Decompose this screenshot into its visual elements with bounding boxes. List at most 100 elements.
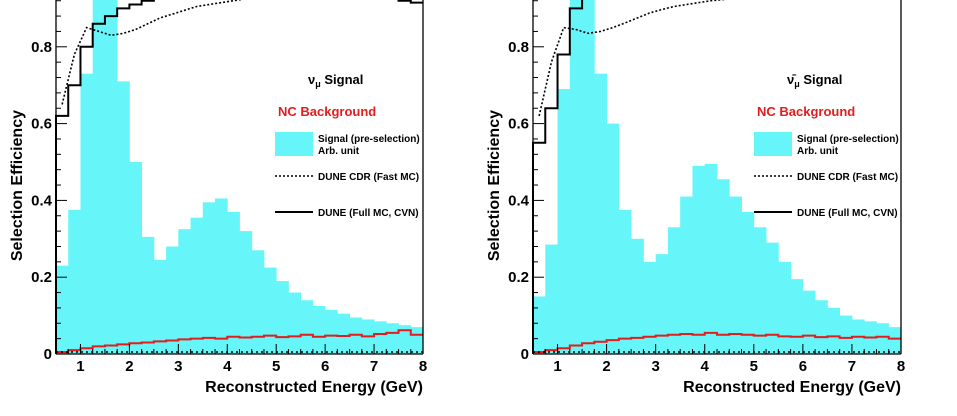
chart-panel-1: 1 2 3 4 5 6 7 8 0 0.2 0.4 0.6 0.8 Reconstructed Energ… — [9, 0, 427, 396]
signal-bar — [68, 210, 81, 354]
signal-bar — [202, 202, 216, 354]
y-tick-label: 0 — [44, 346, 52, 363]
signal-bar — [263, 267, 277, 354]
signal-bar — [704, 163, 718, 354]
signal-bar — [655, 254, 669, 354]
x-tick-label: 1 — [553, 358, 561, 375]
x-axis-title: Reconstructed Energy (GeV) — [683, 379, 901, 396]
signal-bar — [717, 179, 730, 354]
signal-bar — [239, 231, 253, 354]
signal-bar — [153, 259, 167, 354]
signal-bar — [692, 165, 706, 354]
signal-bar — [827, 307, 841, 354]
signal-bar — [631, 238, 644, 354]
signal-bar — [741, 211, 755, 354]
y-tick-label: 0.6 — [31, 116, 52, 133]
legend-signal-swatch — [275, 132, 313, 156]
legend-full-label: DUNE (Full MC, CVN) — [318, 208, 419, 219]
signal-histogram — [533, 0, 902, 355]
fast-mc-efficiency-line — [61, 0, 244, 105]
signal-bar — [374, 321, 387, 354]
y-axis-title: Selection Efficiency — [9, 110, 26, 261]
signal-bar — [802, 290, 816, 354]
x-tick-label: 5 — [272, 358, 280, 375]
x-tick-label: 8 — [897, 358, 905, 375]
full-mc-efficiency-line — [55, 0, 423, 354]
signal-bar — [410, 327, 424, 354]
signal-bar — [778, 261, 791, 354]
signal-bar — [80, 73, 94, 355]
signal-bar — [276, 281, 289, 354]
signal-bar — [680, 196, 693, 354]
y-tick-label: 0.8 — [31, 39, 52, 56]
legend: ν̄μ Signal NC Background Signal (pre-selec… — [754, 72, 899, 219]
signal-bar — [227, 211, 240, 354]
signal-bar — [337, 313, 350, 354]
signal-bar — [594, 73, 607, 355]
nc-background-line — [55, 329, 423, 354]
x-tick-label: 2 — [602, 358, 610, 375]
signal-bar — [104, 0, 118, 354]
x-tick-label: 4 — [701, 358, 710, 375]
y-tick-label: 0.4 — [31, 192, 53, 209]
signal-bar — [288, 292, 302, 354]
legend-signal-unit: Arb. unit — [797, 146, 839, 157]
y-tick-label: 0.4 — [508, 192, 530, 209]
x-tick-label: 3 — [651, 358, 659, 375]
legend-signal-unit: Arb. unit — [318, 146, 360, 157]
x-tick-label: 3 — [174, 358, 182, 375]
signal-bar — [56, 265, 69, 354]
x-tick-label: 2 — [125, 358, 133, 375]
signal-bar — [141, 236, 155, 354]
signal-bar — [815, 300, 828, 354]
y-tick-label: 0 — [521, 346, 529, 363]
legend-fast-label: DUNE CDR (Fast MC) — [797, 172, 898, 183]
signal-bar — [606, 123, 620, 354]
signal-histogram — [56, 0, 424, 355]
full-mc-efficiency-line — [532, 0, 584, 354]
x-tick-label: 6 — [799, 358, 807, 375]
legend-signal-label: Signal (pre-selection) — [318, 134, 420, 145]
signal-bar — [667, 227, 681, 354]
x-tick-label: 1 — [76, 358, 84, 375]
signal-bar — [166, 246, 179, 354]
signal-bar — [117, 81, 130, 355]
signal-bar — [888, 327, 902, 354]
signal-bar — [557, 89, 571, 354]
legend-signal-label: Signal (pre-selection) — [797, 134, 899, 145]
x-tick-label: 6 — [321, 358, 329, 375]
legend-signal-swatch — [754, 132, 792, 156]
signal-bar — [386, 323, 399, 354]
y-tick-label: 0.2 — [508, 269, 529, 286]
signal-bar — [92, 0, 106, 354]
signal-bar — [643, 261, 657, 354]
legend-subtitle: NC Background — [757, 104, 855, 119]
signal-bar — [533, 296, 546, 354]
legend-subtitle: NC Background — [278, 104, 376, 119]
signal-bar — [251, 250, 265, 354]
signal-bar — [398, 325, 412, 354]
signal-bar — [729, 196, 742, 354]
signal-bar — [876, 323, 890, 354]
signal-bar — [312, 306, 326, 354]
x-tick-label: 7 — [370, 358, 378, 375]
legend-fast-label: DUNE CDR (Fast MC) — [318, 172, 419, 183]
y-tick-label: 0.2 — [31, 269, 52, 286]
signal-bar — [545, 244, 558, 354]
legend: νμ Signal NC Background Signal (pre-select… — [275, 72, 420, 219]
y-tick-label: 0.6 — [508, 116, 529, 133]
signal-bar — [325, 309, 338, 354]
signal-bar — [178, 229, 191, 354]
signal-bar — [766, 242, 779, 354]
x-tick-label: 4 — [223, 358, 232, 375]
y-tick-label: 0.8 — [508, 39, 529, 56]
x-tick-label: 5 — [750, 358, 758, 375]
signal-bar — [129, 162, 143, 354]
signal-bar — [215, 198, 228, 354]
signal-bar — [839, 315, 853, 354]
legend-full-label: DUNE (Full MC, CVN) — [797, 208, 898, 219]
signal-bar — [190, 217, 204, 354]
signal-bar — [618, 210, 632, 354]
